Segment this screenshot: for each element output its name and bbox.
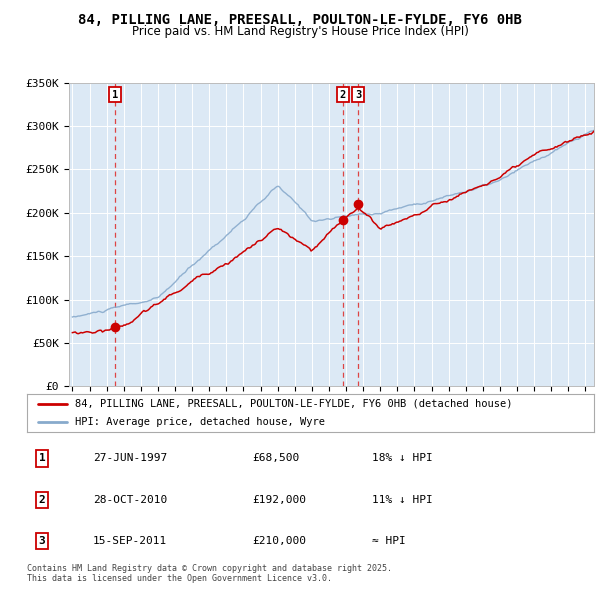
Text: 1: 1 (38, 454, 46, 463)
Text: 28-OCT-2010: 28-OCT-2010 (93, 495, 167, 504)
Text: 11% ↓ HPI: 11% ↓ HPI (372, 495, 433, 504)
Text: 1: 1 (112, 90, 118, 100)
Text: Price paid vs. HM Land Registry's House Price Index (HPI): Price paid vs. HM Land Registry's House … (131, 25, 469, 38)
Text: 3: 3 (355, 90, 361, 100)
Text: 2: 2 (340, 90, 346, 100)
Text: £210,000: £210,000 (252, 536, 306, 546)
Text: £192,000: £192,000 (252, 495, 306, 504)
Text: 18% ↓ HPI: 18% ↓ HPI (372, 454, 433, 463)
Text: HPI: Average price, detached house, Wyre: HPI: Average price, detached house, Wyre (75, 417, 325, 427)
Text: ≈ HPI: ≈ HPI (372, 536, 406, 546)
Text: 15-SEP-2011: 15-SEP-2011 (93, 536, 167, 546)
Text: Contains HM Land Registry data © Crown copyright and database right 2025.
This d: Contains HM Land Registry data © Crown c… (27, 563, 392, 583)
Text: £68,500: £68,500 (252, 454, 299, 463)
Text: 2: 2 (38, 495, 46, 504)
Text: 84, PILLING LANE, PREESALL, POULTON-LE-FYLDE, FY6 0HB: 84, PILLING LANE, PREESALL, POULTON-LE-F… (78, 13, 522, 27)
Text: 3: 3 (38, 536, 46, 546)
Text: 84, PILLING LANE, PREESALL, POULTON-LE-FYLDE, FY6 0HB (detached house): 84, PILLING LANE, PREESALL, POULTON-LE-F… (75, 398, 512, 408)
Text: 27-JUN-1997: 27-JUN-1997 (93, 454, 167, 463)
